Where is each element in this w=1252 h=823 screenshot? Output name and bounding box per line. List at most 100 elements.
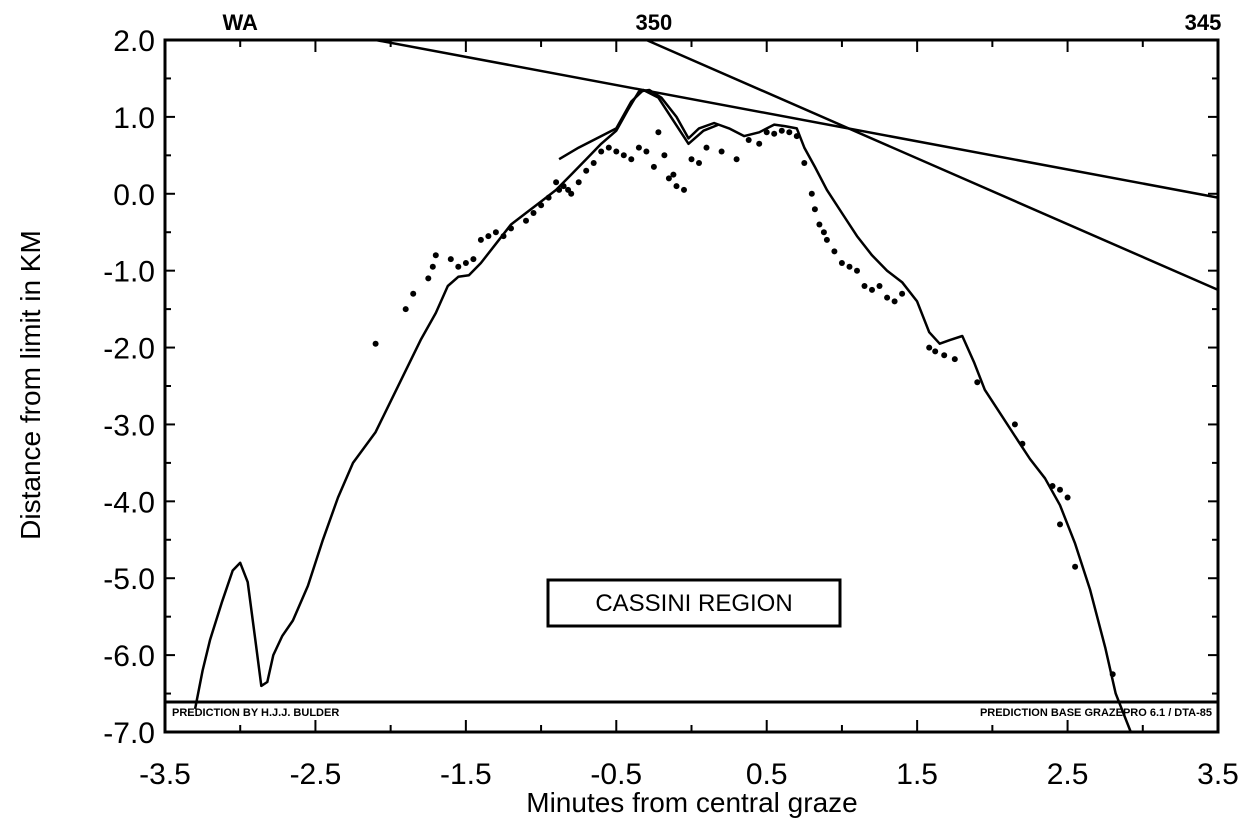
data-point: [974, 379, 981, 386]
data-point: [613, 148, 620, 155]
annotation-box: CASSINI REGION: [546, 578, 842, 628]
data-point: [545, 194, 552, 201]
series-line-2: [375, 38, 1219, 199]
data-point: [899, 290, 906, 297]
data-point: [869, 286, 875, 293]
footer-right: PREDICTION BASE GRAZEPRO 6.1 / DTA-85: [980, 707, 1212, 719]
data-point: [1072, 563, 1079, 570]
data-point: [447, 256, 454, 263]
plot-frame: [163, 38, 1220, 734]
data-point: [786, 129, 793, 136]
y-tick-label: 0.0: [113, 179, 155, 212]
data-point: [1049, 483, 1056, 489]
data-point: [816, 221, 823, 228]
data-point: [523, 217, 529, 224]
data-point: [681, 186, 687, 193]
y-tick-label: -6.0: [103, 640, 155, 673]
data-point: [538, 202, 545, 209]
y-tick-label: -5.0: [103, 563, 155, 596]
data-point: [470, 256, 477, 263]
data-point: [628, 156, 635, 163]
y-tick-label: -2.0: [103, 333, 155, 366]
series-layer: [193, 38, 1219, 733]
data-point: [635, 144, 642, 151]
data-point: [771, 130, 778, 137]
data-point: [793, 133, 800, 140]
data-point: [530, 210, 537, 216]
data-point: [718, 148, 725, 155]
footer-band: PREDICTION BY H.J.J. BULDER PREDICTION B…: [165, 700, 1218, 719]
data-point: [372, 340, 379, 347]
data-point: [492, 229, 499, 236]
data-point: [477, 236, 484, 243]
data-point: [410, 290, 417, 297]
data-point: [733, 156, 740, 163]
x-tick-label: 2.5: [1047, 758, 1089, 791]
data-point: [1011, 421, 1018, 428]
x-axis-title: Minutes from central graze: [526, 787, 857, 818]
data-point: [861, 283, 868, 289]
data-point: [778, 127, 785, 134]
data-point: [823, 236, 830, 243]
data-point: [462, 260, 469, 266]
data-point: [553, 179, 560, 186]
y-tick-label: -1.0: [103, 256, 155, 289]
top-axis-label: 350: [636, 10, 673, 35]
y-tick-labels: 2.0 1.0 0.0 -1.0 -2.0 -3.0 -4.0 -5.0 -6.0 -7.0: [103, 25, 155, 750]
data-point: [811, 206, 818, 213]
data-point: [665, 175, 672, 182]
data-point: [1064, 494, 1071, 501]
data-point: [605, 144, 612, 151]
data-point: [1109, 671, 1116, 678]
data-point: [1057, 521, 1063, 528]
data-point: [661, 152, 668, 159]
data-point: [884, 294, 891, 301]
data-point: [1057, 486, 1063, 493]
data-point: [673, 183, 680, 190]
top-axis-label: WA: [222, 10, 258, 35]
data-point: [763, 129, 770, 136]
data-point: [620, 152, 627, 159]
data-point: [756, 140, 763, 147]
data-point: [556, 186, 563, 193]
x-tick-label: 3.5: [1197, 758, 1239, 791]
data-point: [891, 298, 898, 305]
data-point: [831, 248, 838, 255]
data-point: [808, 190, 815, 197]
data-point: [655, 129, 662, 136]
series-line-0: [193, 88, 1132, 733]
data-point: [560, 183, 567, 190]
data-point: [846, 263, 853, 270]
top-axis-labels: WA 350 345: [222, 10, 1221, 35]
top-axis-label: 345: [1185, 10, 1222, 35]
data-point: [926, 344, 933, 351]
data-point: [1019, 440, 1026, 447]
x-tick-label: -1.5: [440, 758, 492, 791]
data-point: [932, 348, 939, 355]
data-point: [745, 137, 752, 143]
data-point: [696, 160, 702, 166]
plot-area-border: [163, 38, 1220, 734]
x-tick-label: 1.5: [896, 758, 938, 791]
data-point: [402, 306, 409, 313]
data-point: [590, 160, 597, 166]
data-point: [432, 252, 439, 259]
data-point: [670, 171, 677, 178]
data-point: [429, 263, 436, 270]
data-point: [854, 267, 860, 274]
x-tick-label: 0.5: [746, 758, 788, 791]
y-tick-label: -3.0: [103, 409, 155, 442]
x-tick-label: -3.5: [139, 758, 191, 791]
data-point: [951, 356, 958, 363]
data-point: [643, 148, 650, 155]
data-point: [583, 167, 590, 174]
data-point: [455, 263, 462, 270]
y-axis-title: Distance from limit in KM: [15, 230, 46, 540]
data-point: [485, 233, 492, 240]
data-point: [838, 260, 845, 266]
data-point: [941, 352, 948, 359]
data-point: [568, 190, 575, 197]
annotation-frame: [546, 578, 842, 628]
y-tick-label: 1.0: [113, 102, 155, 135]
